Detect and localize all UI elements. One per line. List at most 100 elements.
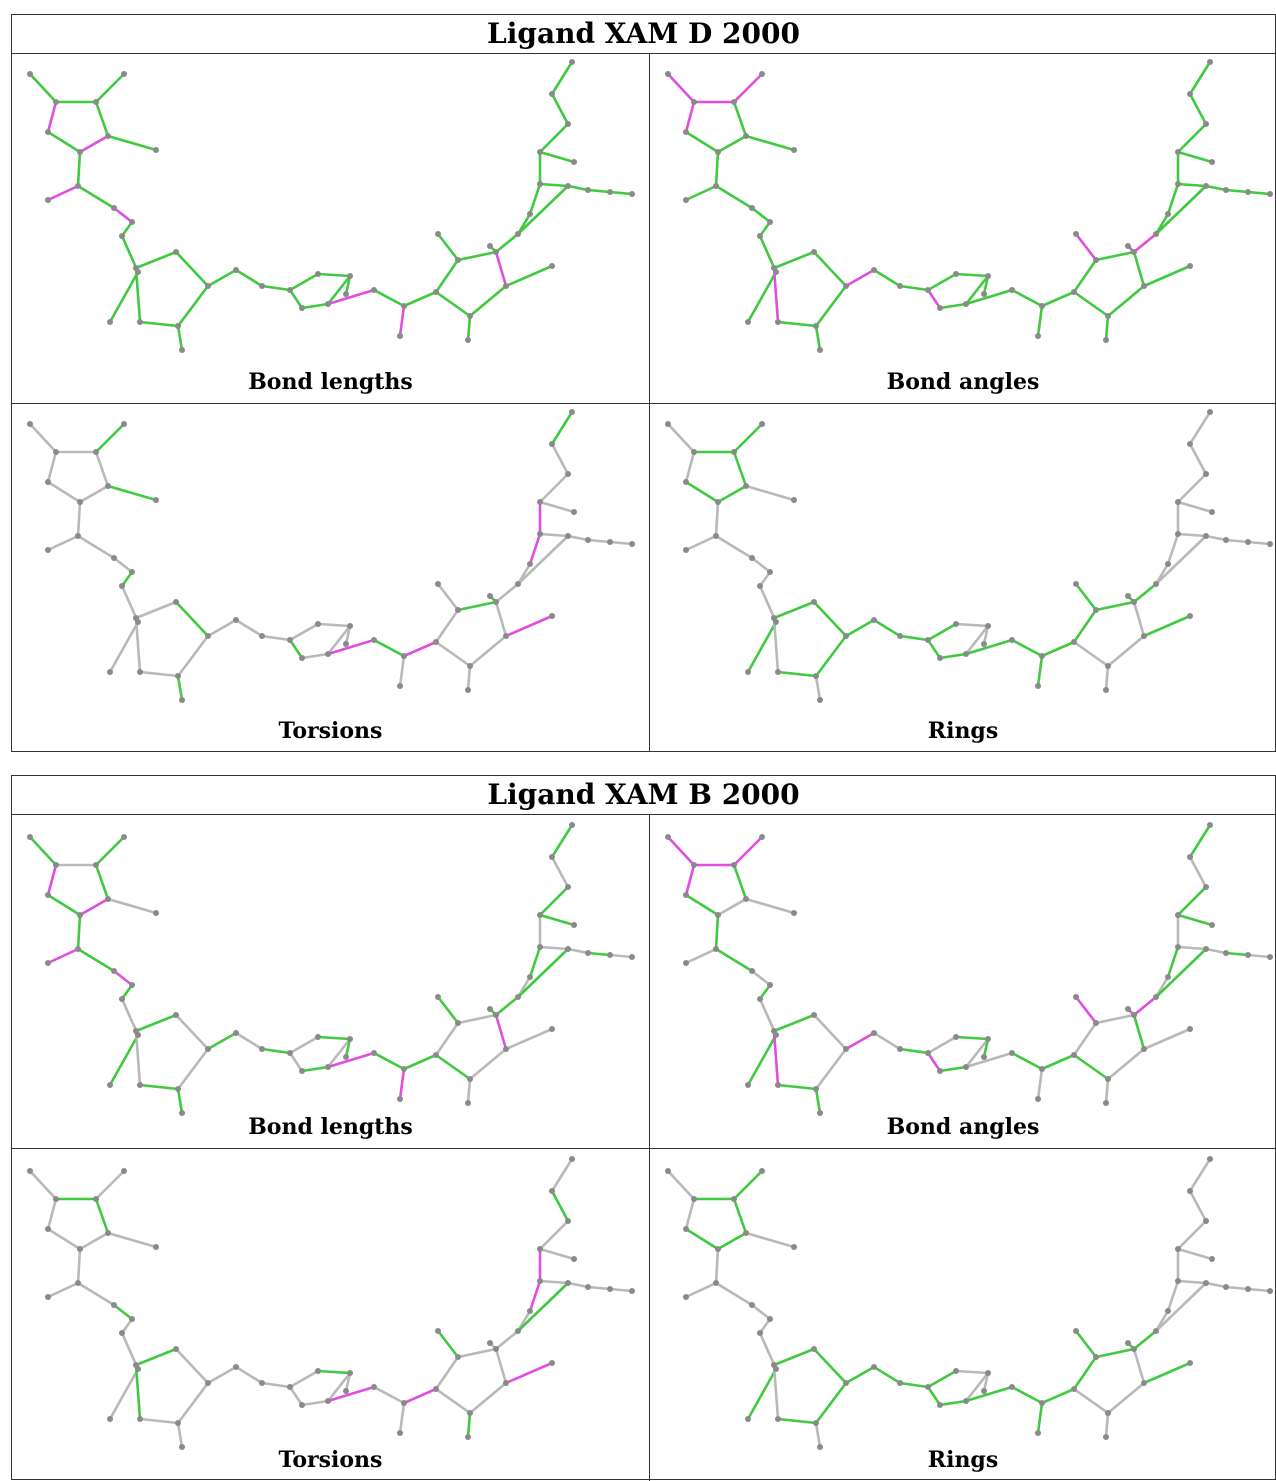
atom <box>527 561 533 567</box>
bond <box>46 130 82 154</box>
bond <box>772 1029 780 1087</box>
bond <box>76 500 82 538</box>
atom <box>691 1196 697 1202</box>
atom <box>287 1050 293 1056</box>
bond <box>466 664 472 692</box>
atom <box>715 912 721 918</box>
bond <box>1204 184 1228 192</box>
atom <box>665 421 671 427</box>
atom <box>487 243 493 249</box>
bond <box>814 324 822 352</box>
atom <box>537 1278 543 1284</box>
bond <box>716 1231 748 1251</box>
bond <box>1176 885 1208 917</box>
bond <box>134 1363 142 1421</box>
atom <box>119 1330 125 1336</box>
atom <box>343 1054 349 1060</box>
block-title: Ligand XAM D 2000 <box>12 15 1275 54</box>
atom <box>691 449 697 455</box>
atom <box>1165 1308 1171 1314</box>
bond <box>666 422 696 454</box>
bond <box>134 1013 178 1033</box>
atom <box>963 651 969 657</box>
panel-caption: Bond lengths <box>248 1114 413 1140</box>
atom <box>515 231 521 237</box>
bond <box>106 484 158 502</box>
atom <box>1175 149 1181 155</box>
bond <box>94 450 110 488</box>
atom <box>1207 409 1213 415</box>
atom <box>549 854 555 860</box>
bond <box>982 1371 990 1393</box>
atom <box>107 1082 113 1088</box>
atom <box>27 834 33 840</box>
bond <box>46 1197 58 1231</box>
atom <box>715 499 721 505</box>
atom <box>985 273 991 279</box>
atom <box>925 637 931 643</box>
atom <box>137 1082 143 1088</box>
atom <box>731 99 737 105</box>
bond <box>776 1083 818 1091</box>
atom <box>569 822 575 828</box>
atom <box>937 1068 943 1074</box>
atom <box>683 479 689 485</box>
atom <box>1207 1156 1213 1162</box>
bond <box>776 1417 818 1425</box>
bond <box>176 674 184 702</box>
atom <box>1073 1328 1079 1334</box>
atom <box>299 655 305 661</box>
bond <box>744 134 796 152</box>
bond <box>46 1281 80 1299</box>
bond <box>1166 1279 1180 1313</box>
bond <box>1142 1361 1192 1385</box>
bond <box>1094 1013 1136 1025</box>
bond <box>28 1169 58 1201</box>
atom <box>569 1156 575 1162</box>
atom <box>937 305 943 311</box>
bond <box>1176 122 1208 154</box>
atom <box>665 1168 671 1174</box>
atom <box>1141 1380 1147 1386</box>
atom <box>299 1068 305 1074</box>
atom <box>259 633 265 639</box>
atom <box>585 950 591 956</box>
atom <box>665 834 671 840</box>
atom <box>771 615 777 621</box>
atom <box>1141 283 1147 289</box>
atom <box>1125 1006 1131 1012</box>
atom <box>435 581 441 587</box>
bond <box>684 450 696 484</box>
atom <box>287 637 293 643</box>
bond <box>898 634 930 642</box>
atom <box>287 287 293 293</box>
bond <box>344 1371 352 1393</box>
atom <box>549 613 555 619</box>
bond <box>608 190 634 196</box>
bond <box>938 1399 968 1407</box>
molecule-diagram <box>27 59 635 353</box>
bond <box>1040 640 1076 658</box>
atom <box>1267 954 1273 960</box>
bond <box>550 442 570 476</box>
atom <box>731 862 737 868</box>
bond <box>1094 1347 1136 1359</box>
atom <box>465 687 471 693</box>
atom <box>75 946 81 952</box>
bond <box>538 182 570 188</box>
atom <box>93 449 99 455</box>
atom <box>233 617 239 623</box>
atom <box>1175 531 1181 537</box>
atom <box>811 249 817 255</box>
atom <box>683 892 689 898</box>
bond <box>468 1381 508 1415</box>
bond <box>1166 532 1180 566</box>
bond <box>812 250 848 288</box>
atom <box>1039 1400 1045 1406</box>
bond <box>176 284 210 328</box>
bond <box>76 913 82 951</box>
bond <box>938 302 968 310</box>
atom <box>897 1380 903 1386</box>
bond <box>746 1367 778 1421</box>
bond <box>94 422 126 454</box>
